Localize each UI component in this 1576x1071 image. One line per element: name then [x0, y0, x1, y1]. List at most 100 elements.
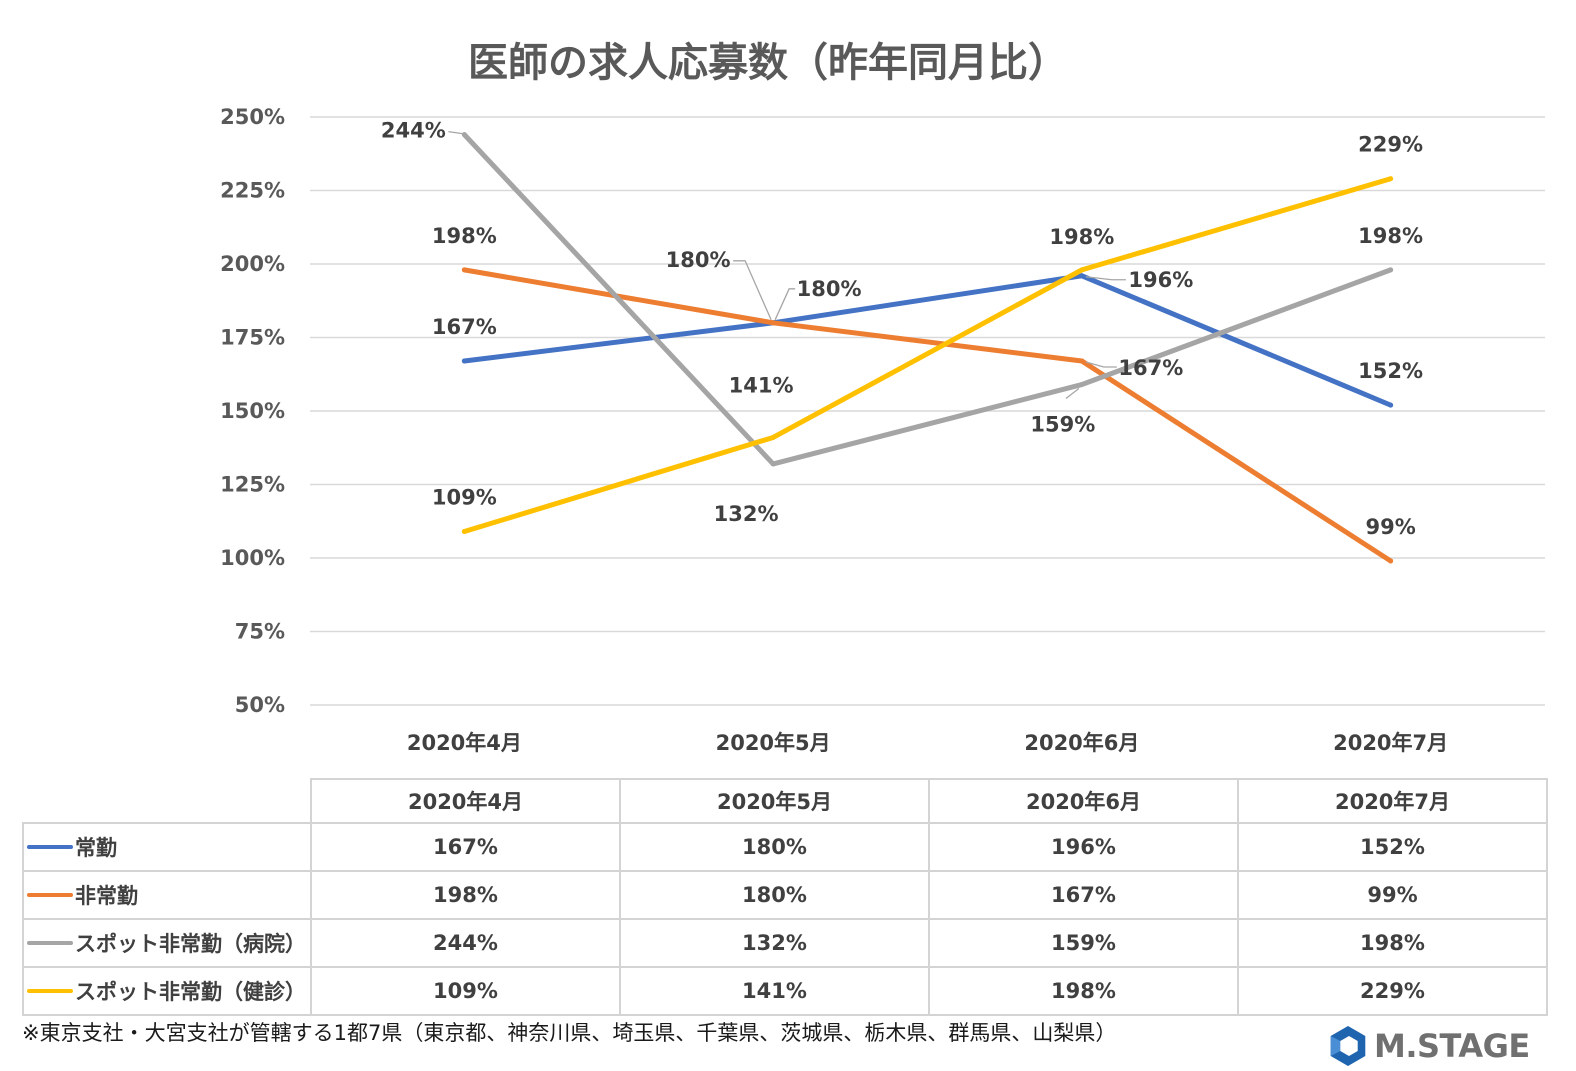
- y-tick-label-200: 200%: [220, 252, 285, 276]
- x-tick-label-3: 2020年6月: [1024, 731, 1139, 755]
- table-cell: 198%: [310, 870, 621, 920]
- table-header-cell: 2020年7月: [1237, 778, 1548, 824]
- data-label-parttime-2: 180%: [797, 277, 862, 301]
- data-point-spot-hospital-2: [770, 461, 776, 467]
- data-labels: 167% 180% 196% 152% 198% 180% 167% 99% 244% 132% 1…: [381, 119, 1423, 539]
- y-axis-labels: 250% 225% 200% 175% 150% 125% 100% 75% 50%: [220, 105, 285, 717]
- table-cell: 152%: [1237, 822, 1548, 872]
- data-label-fulltime-2: 180%: [666, 248, 731, 272]
- table-cell: 180%: [619, 870, 930, 920]
- logo-hexagon-inner: [1340, 1036, 1358, 1056]
- data-point-fulltime-1: [461, 358, 467, 364]
- leader-line-spot-hospital-1: [448, 130, 463, 135]
- logo-hexagon-facet: [1330, 1036, 1341, 1056]
- table-cell: 109%: [310, 966, 621, 1016]
- table-cell: 198%: [928, 966, 1239, 1016]
- table-cell: 167%: [310, 822, 621, 872]
- table-cell: 229%: [1237, 966, 1548, 1016]
- data-label-spot-hospital-1: 244%: [381, 119, 446, 143]
- table-header-row: 2020年4月 2020年5月 2020年6月 2020年7月: [23, 778, 1548, 824]
- series-parttime: [461, 267, 1394, 564]
- chart-title: 医師の求人応募数（昨年同月比）: [468, 40, 1068, 86]
- legend-line-swatch: [27, 941, 73, 945]
- data-label-fulltime-3: 196%: [1128, 268, 1193, 292]
- table-header-cell: 2020年6月: [928, 778, 1239, 824]
- data-point-parttime-3: [1079, 358, 1085, 364]
- y-tick-label-100: 100%: [220, 546, 285, 570]
- data-table: 2020年4月 2020年5月 2020年6月 2020年7月 常勤 167% …: [22, 778, 1548, 1016]
- data-label-fulltime-4: 152%: [1358, 359, 1423, 383]
- series-line-spot-checkup: [461, 176, 1394, 535]
- hexagon-logo-icon: [1330, 1026, 1366, 1066]
- leader-line-fulltime-2: [733, 260, 772, 321]
- data-point-spot-hospital-3: [1079, 382, 1085, 388]
- leader-line-parttime-3: [1085, 361, 1117, 368]
- leader-line-fulltime-3: [1085, 276, 1126, 281]
- data-label-parttime-3: 167%: [1118, 356, 1183, 380]
- table-cell: 244%: [310, 918, 621, 968]
- data-point-spot-checkup-2: [770, 434, 776, 440]
- series-name: スポット非常勤（病院）: [75, 932, 306, 956]
- series-spot-hospital: [461, 132, 1394, 467]
- data-label-spot-checkup-1: 109%: [432, 486, 497, 510]
- data-point-fulltime-3: [1079, 273, 1085, 279]
- table-row: スポット非常勤（病院） 244% 132% 159% 198%: [22, 918, 1548, 968]
- y-tick-label-250: 250%: [220, 105, 285, 129]
- x-axis-labels: 2020年4月 2020年5月 2020年6月 2020年7月: [407, 731, 1448, 755]
- footnote: ※東京支社・大宮支社が管轄する1都7県（東京都、神奈川県、埼玉県、千葉県、茨城県…: [22, 1021, 1117, 1045]
- table-cell: 99%: [1237, 870, 1548, 920]
- y-tick-label-125: 125%: [220, 473, 285, 497]
- data-label-fulltime-1: 167%: [432, 315, 497, 339]
- series-line-spot-hospital: [461, 132, 1394, 467]
- series-spot-checkup: [461, 176, 1394, 535]
- data-point-spot-checkup-3: [1079, 267, 1085, 273]
- legend-line-swatch: [27, 845, 73, 849]
- y-tick-label-175: 175%: [220, 326, 285, 350]
- data-label-parttime-1: 198%: [432, 224, 497, 248]
- table-header-cell: 2020年4月: [310, 778, 621, 824]
- series-name: 常勤: [75, 836, 117, 860]
- table-row: 常勤 167% 180% 196% 152%: [22, 822, 1548, 872]
- data-point-spot-checkup-4: [1388, 176, 1394, 182]
- line-chart: 250% 225% 200% 175% 150% 125% 100% 75% 50% 2020年4…: [220, 105, 1545, 755]
- leader-line-parttime-2: [774, 288, 796, 321]
- data-point-parttime-1: [461, 267, 467, 273]
- y-tick-label-75: 75%: [235, 620, 285, 644]
- x-tick-label-2: 2020年5月: [716, 731, 831, 755]
- series-line-fulltime: [461, 273, 1394, 408]
- leader-line-spot-hospital-3: [1065, 388, 1080, 400]
- data-label-parttime-4: 99%: [1365, 515, 1415, 539]
- table-cell: 167%: [928, 870, 1239, 920]
- legend-line-swatch: [27, 989, 73, 993]
- table-row-header: スポット非常勤（健診）: [22, 966, 312, 1016]
- table-cell: 132%: [619, 918, 930, 968]
- series-name: 非常勤: [75, 884, 138, 908]
- y-tick-label-225: 225%: [220, 179, 285, 203]
- table-row-header: 非常勤: [22, 870, 312, 920]
- data-point-spot-hospital-4: [1388, 267, 1394, 273]
- table-row: 非常勤 198% 180% 167% 99%: [22, 870, 1548, 920]
- table-row: スポット非常勤（健診） 109% 141% 198% 229%: [22, 966, 1548, 1016]
- series-fulltime: [461, 273, 1394, 408]
- legend-line-swatch: [27, 893, 73, 897]
- data-label-spot-hospital-4: 198%: [1358, 224, 1423, 248]
- data-label-spot-checkup-2: 141%: [729, 373, 794, 397]
- x-tick-label-1: 2020年4月: [407, 731, 522, 755]
- data-point-parttime-2: [770, 320, 776, 326]
- data-label-spot-checkup-4: 229%: [1358, 133, 1423, 157]
- y-tick-label-50: 50%: [235, 693, 285, 717]
- data-point-parttime-4: [1388, 558, 1394, 564]
- table-header-cell: 2020年5月: [619, 778, 930, 824]
- y-tick-label-150: 150%: [220, 399, 285, 423]
- series-name: スポット非常勤（健診）: [75, 980, 306, 1004]
- table-cell: 159%: [928, 918, 1239, 968]
- data-point-spot-hospital-1: [461, 132, 467, 138]
- series-lines: [461, 132, 1394, 564]
- data-label-spot-hospital-2: 132%: [714, 502, 779, 526]
- x-tick-label-4: 2020年7月: [1333, 731, 1448, 755]
- mstage-logo: M.STAGE: [1328, 1024, 1542, 1068]
- table-row-header: スポット非常勤（病院）: [22, 918, 312, 968]
- table-row-header: 常勤: [22, 822, 312, 872]
- data-label-spot-hospital-3: 159%: [1030, 413, 1095, 437]
